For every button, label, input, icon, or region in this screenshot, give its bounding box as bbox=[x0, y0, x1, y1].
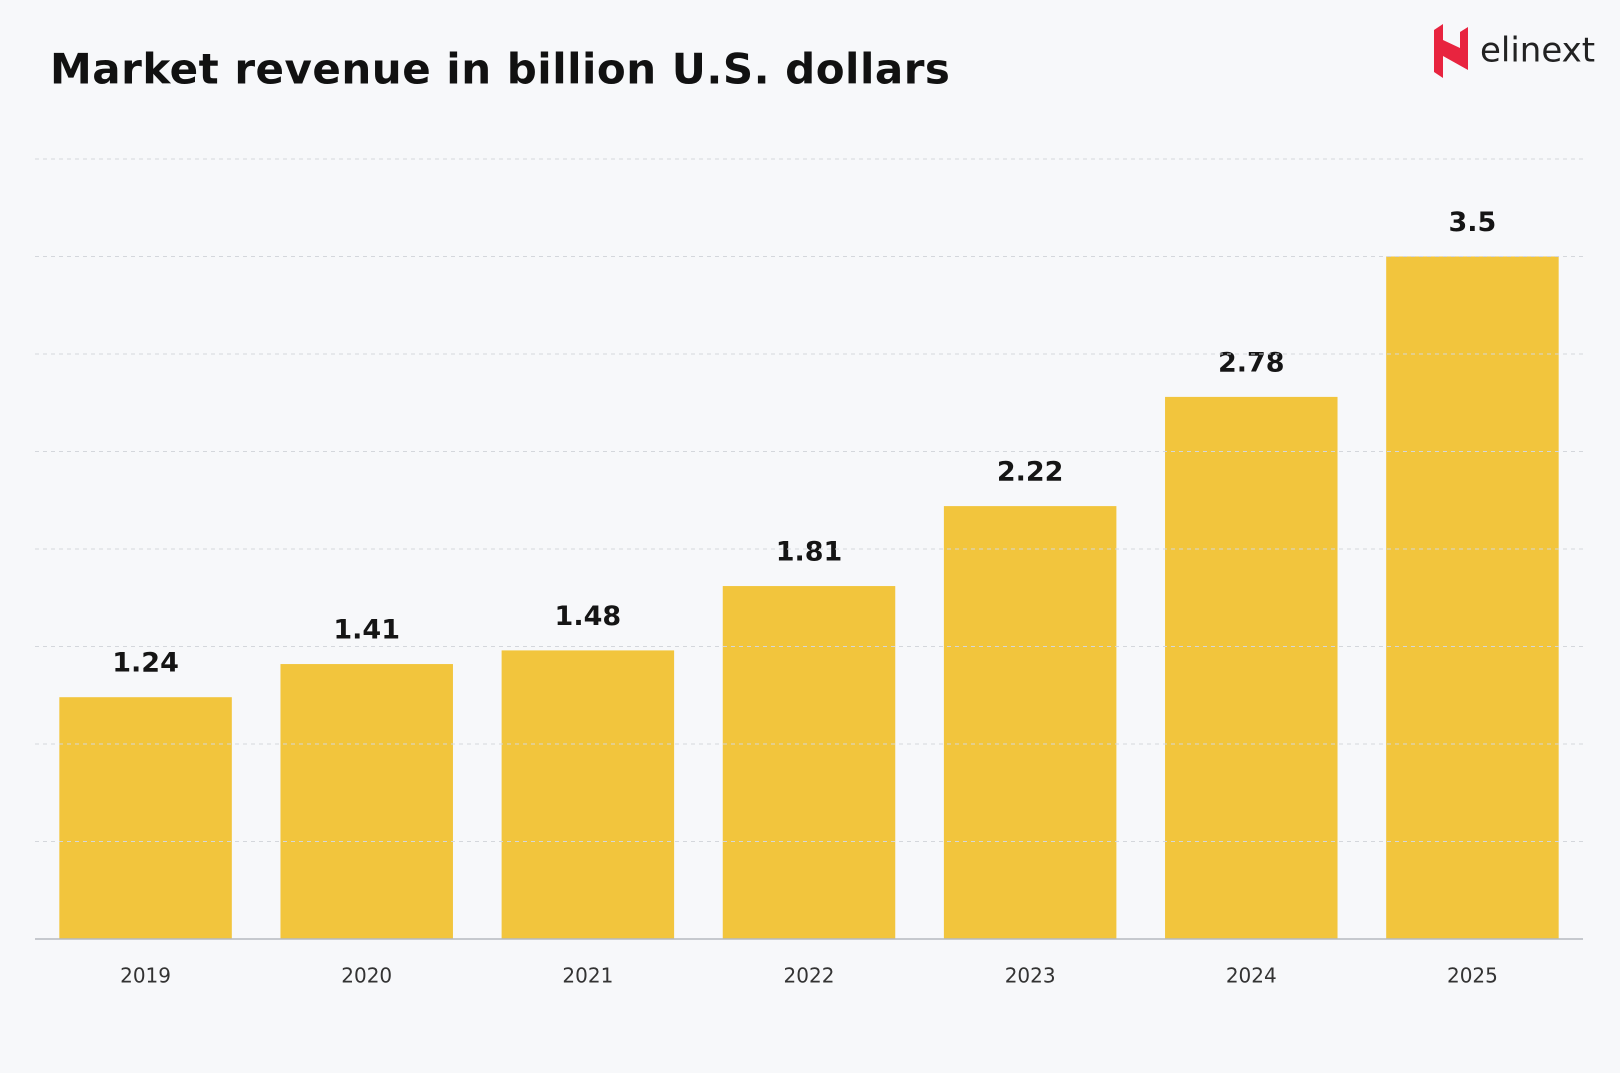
bar bbox=[722, 586, 896, 939]
logo: elinext bbox=[1434, 24, 1595, 78]
x-tick-label: 2024 bbox=[1226, 964, 1277, 988]
bar bbox=[1386, 256, 1559, 939]
value-label: 2.22 bbox=[997, 457, 1064, 488]
logo-icon bbox=[1443, 27, 1468, 70]
value-label: 2.78 bbox=[1218, 347, 1285, 378]
logo-icon bbox=[1434, 24, 1443, 78]
value-label: 1.41 bbox=[333, 615, 400, 646]
bar bbox=[943, 506, 1117, 939]
bar bbox=[501, 650, 675, 939]
x-tick-label: 2020 bbox=[341, 964, 392, 988]
value-label: 3.5 bbox=[1449, 207, 1497, 238]
bar bbox=[280, 664, 453, 939]
value-label: 1.48 bbox=[555, 601, 622, 632]
bar bbox=[1165, 396, 1338, 939]
value-label: 1.81 bbox=[776, 537, 843, 568]
x-tick-label: 2021 bbox=[562, 964, 613, 988]
bar bbox=[59, 697, 232, 939]
x-tick-label: 2022 bbox=[784, 964, 835, 988]
logo-text: elinext bbox=[1480, 31, 1595, 71]
x-tick-label: 2025 bbox=[1447, 964, 1498, 988]
x-tick-label: 2023 bbox=[1005, 964, 1056, 988]
x-tick-label: 2019 bbox=[120, 964, 171, 988]
value-label: 1.24 bbox=[112, 648, 179, 679]
chart-title: Market revenue in billion U.S. dollars bbox=[50, 45, 950, 94]
